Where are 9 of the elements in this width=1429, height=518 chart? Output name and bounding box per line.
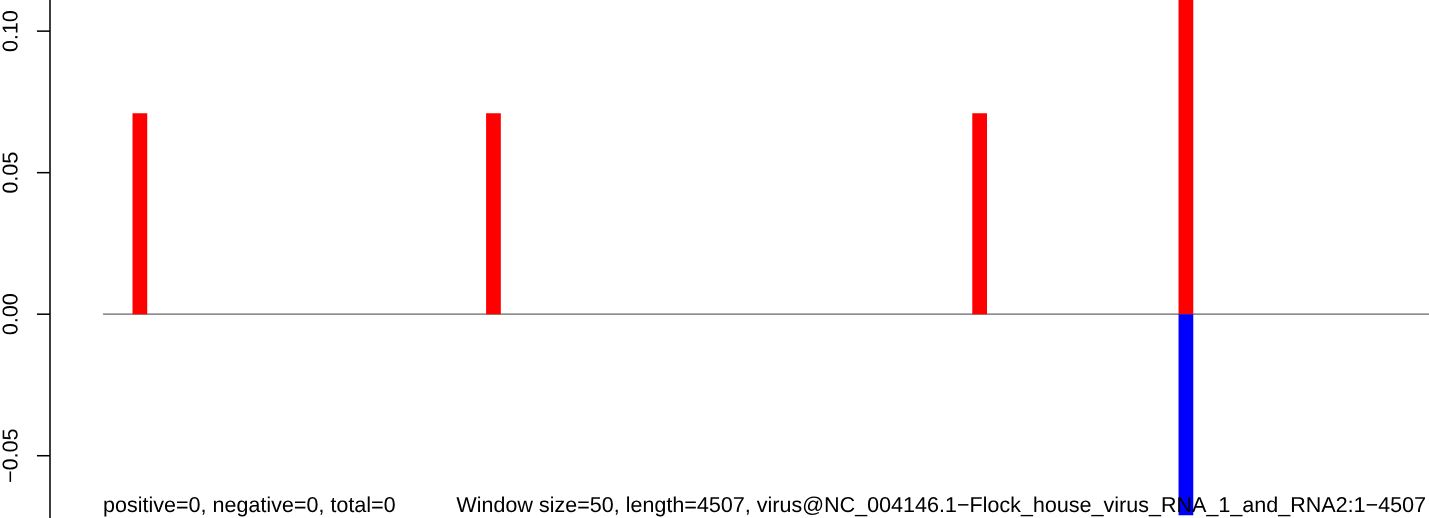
annotation: positive=0, negative=0, total=0 (104, 496, 395, 517)
y-tick-label: 0.00 (2, 294, 18, 335)
y-tick-label: 0.10 (2, 11, 18, 52)
bar (1178, 0, 1194, 315)
bar (486, 113, 501, 315)
bar (972, 113, 988, 315)
bar (132, 113, 148, 315)
y-tick-label: 0.05 (2, 152, 18, 193)
y-tick-label: −0.05 (2, 429, 18, 482)
